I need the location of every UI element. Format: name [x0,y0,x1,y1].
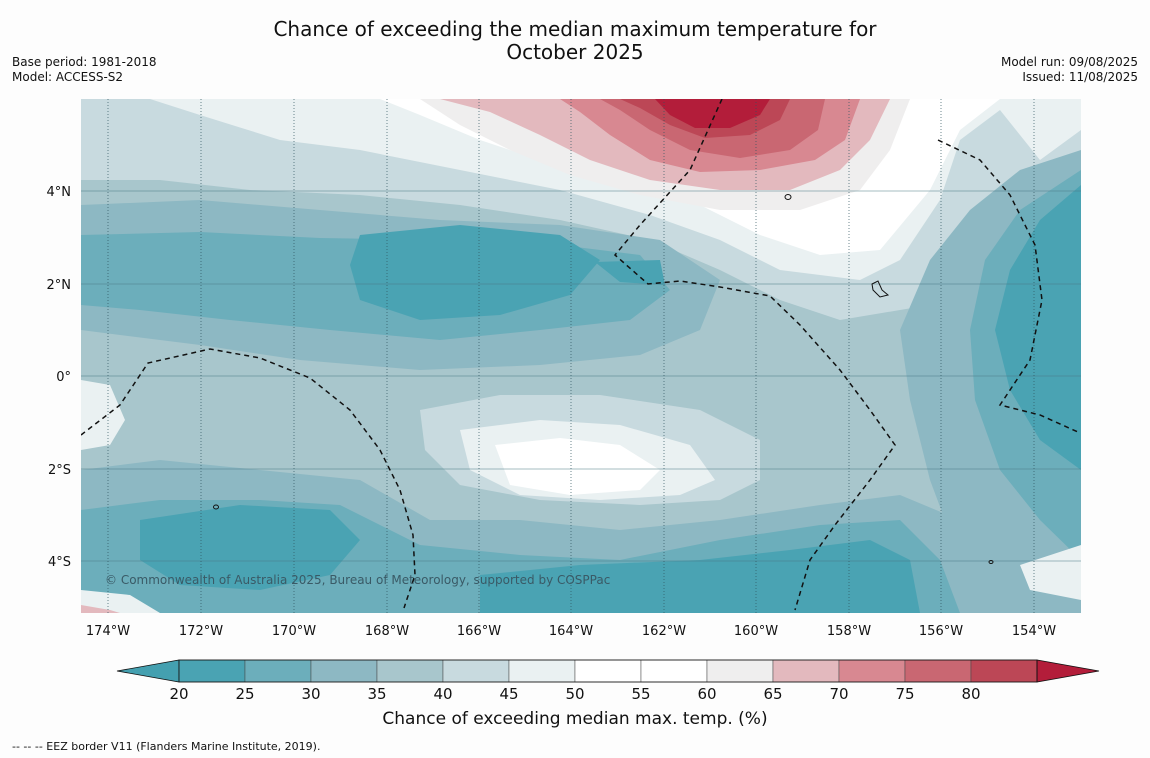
colorbar-segment [508,659,576,683]
lon-tick: 172°W [179,624,223,639]
eez-footnote: -- -- -- EEZ border V11 (Flanders Marine… [12,740,321,753]
contour-50-central [495,438,660,495]
colorbar-segment [310,659,378,683]
colorbar-segment [970,659,1038,683]
colorbar-tick: 70 [829,685,848,703]
copyright-text: © Commonwealth of Australia 2025, Bureau… [105,573,610,587]
longitude-ticks: 174°W 172°W 170°W 168°W 166°W 164°W 162°… [86,624,1056,639]
colorbar-segment [772,659,840,683]
lat-tick: 4°S [48,555,71,570]
colorbar-tick: 20 [169,685,188,703]
meta-left: Base period: 1981-2018 Model: ACCESS-S2 [12,55,157,85]
colorbar-tick: 35 [367,685,386,703]
gridlines [81,190,1081,562]
contour-45-southwest [81,590,160,613]
latitude-ticks: 4°N 2°N 0° 2°S 4°S [47,185,72,570]
lon-tick: 174°W [86,624,130,639]
colorbar-tick: 45 [499,685,518,703]
colorbar-segment [706,659,774,683]
islands [213,194,994,564]
lon-tick: 170°W [272,624,316,639]
title-line-2: October 2025 [506,40,644,64]
contour-80 [655,99,770,128]
colorbar-tick: 30 [301,685,320,703]
colorbar: 20 25 30 35 40 45 50 55 60 65 70 75 80 [116,659,1100,703]
colorbar-tick: 25 [235,685,254,703]
contour-45-west [81,380,125,450]
map-plot-area: © Commonwealth of Australia 2025, Bureau… [81,99,1081,613]
colorbar-segment [574,659,642,683]
colorbar-under-arrow [116,659,180,683]
contour-20-east [995,185,1081,470]
colorbar-segment [904,659,972,683]
map-title: Chance of exceeding the median maximum t… [0,18,1150,64]
lat-tick: 2°N [47,278,72,293]
lon-tick: 156°W [919,624,963,639]
lat-tick: 0° [56,370,71,385]
lat-tick: 4°N [47,185,72,200]
lon-tick: 160°W [734,624,778,639]
colorbar-tick: 55 [631,685,650,703]
eez-borders [81,99,1079,611]
base-period: Base period: 1981-2018 [12,55,157,69]
colorbar-frame [178,659,1038,683]
contour-45-southeast [1020,545,1081,600]
lon-tick: 162°W [642,624,686,639]
contour-20-small [595,260,665,285]
colorbar-segment [376,659,444,683]
colorbar-segment [178,659,246,683]
colorbar-segment [244,659,312,683]
issued-date: Issued: 11/08/2025 [1022,70,1138,84]
colorbar-tick: 75 [895,685,914,703]
colorbar-tick: 40 [433,685,452,703]
colorbar-segment [838,659,906,683]
colorbar-tick: 65 [763,685,782,703]
lat-tick: 2°S [48,463,71,478]
contour-20-south [140,505,920,613]
colorbar-tick: 60 [697,685,716,703]
lon-tick: 158°W [827,624,871,639]
colorbar-segment [442,659,510,683]
meta-right: Model run: 09/08/2025 Issued: 11/08/2025 [1001,55,1138,85]
contour-60-southwest [81,605,120,613]
colorbar-segment [640,659,708,683]
model-run: Model run: 09/08/2025 [1000,55,1138,69]
contour-20-equatorial [350,225,600,320]
model-name: Model: ACCESS-S2 [12,70,124,84]
lon-tick: 168°W [365,624,409,639]
title-line-1: Chance of exceeding the median maximum t… [273,17,877,41]
colorbar-tick: 50 [565,685,584,703]
colorbar-label: Chance of exceeding median max. temp. (%… [382,709,768,729]
colorbar-tick: 80 [961,685,980,703]
colorbar-over-arrow [1036,659,1100,683]
lon-tick: 166°W [457,624,501,639]
lon-tick: 164°W [549,624,593,639]
lon-tick: 154°W [1012,624,1056,639]
